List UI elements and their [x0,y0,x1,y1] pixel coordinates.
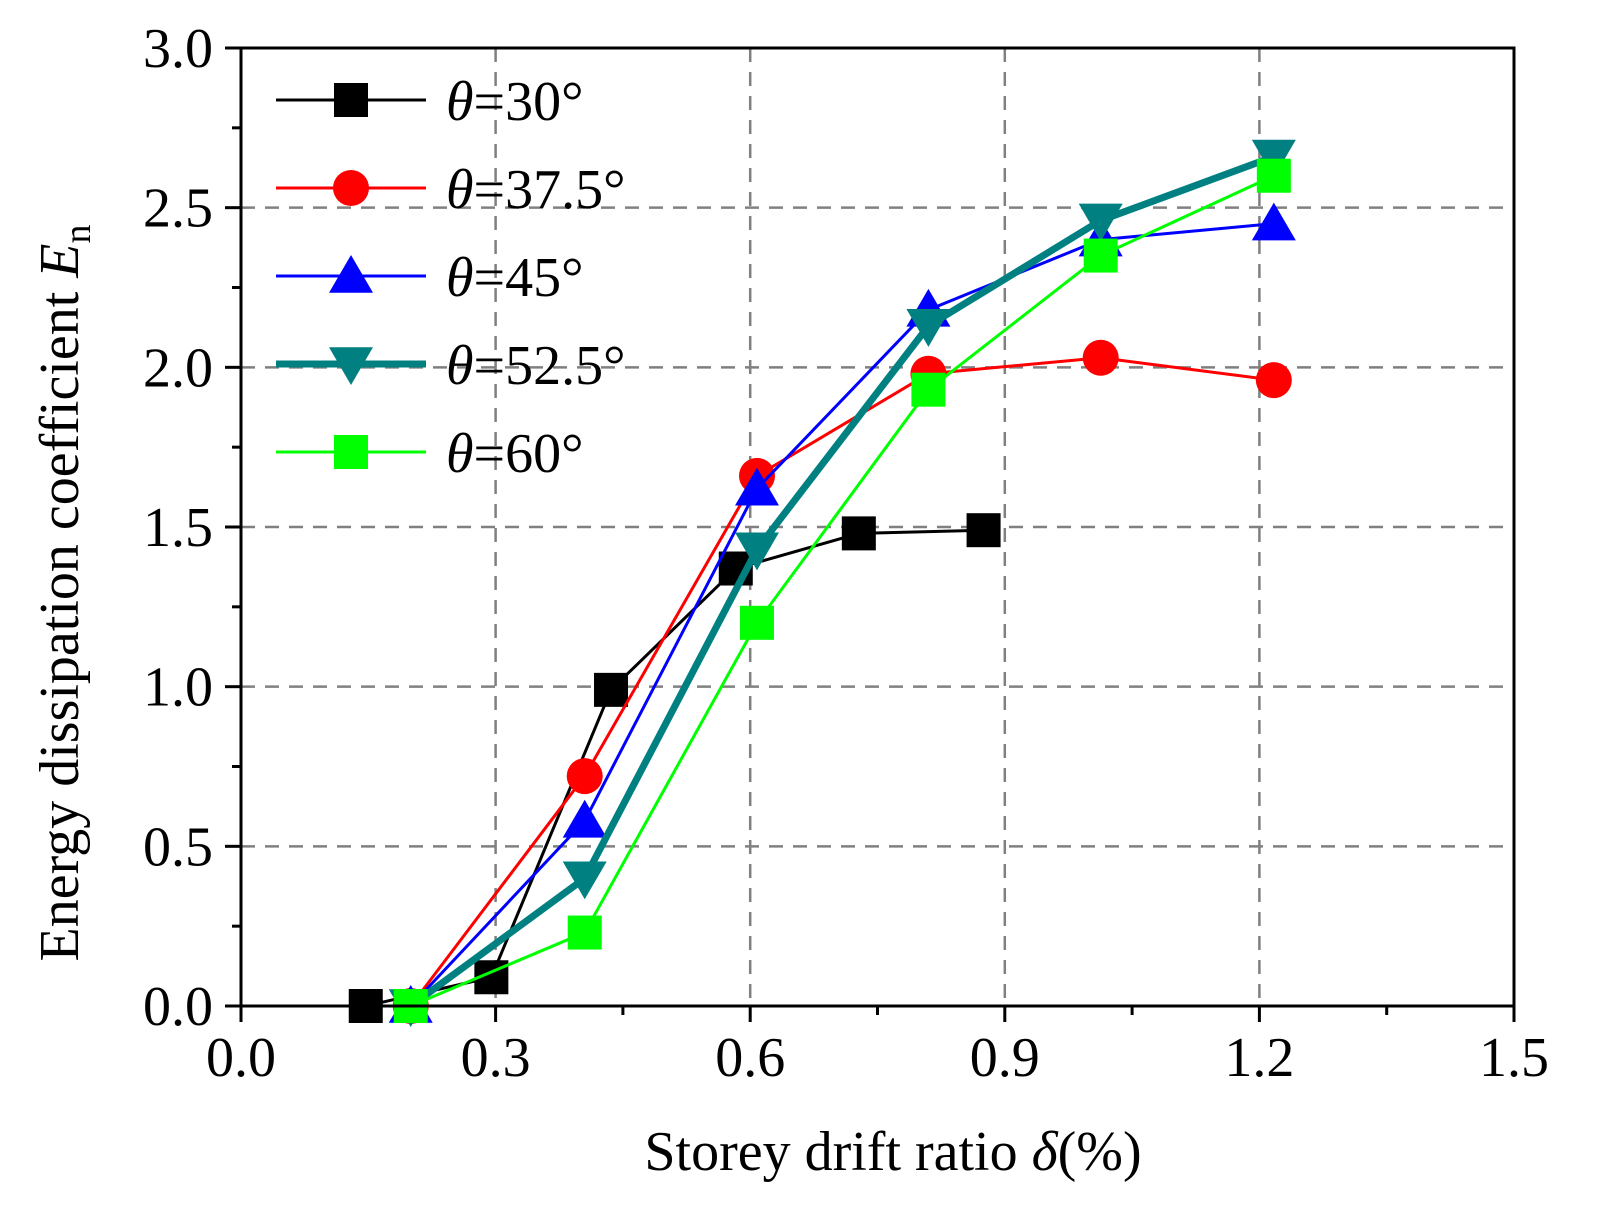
x-tick-label-5: 1.5 [1479,1027,1549,1089]
y-tick-label-5: 2.5 [143,178,213,240]
legend: θ=30°θ=37.5°θ=45°θ=52.5°θ=60° [276,71,626,485]
y-tick-label-6: 3.0 [143,18,213,80]
series-line-1 [409,356,1275,1007]
legend-item-2: θ=45° [276,247,584,309]
x-tick-label-2: 0.6 [715,1027,785,1089]
series-3-point-1 [562,861,607,900]
legend-label-suffix-1: =37.5° [474,159,626,221]
series-1-point-5 [1255,362,1292,399]
x-axis-title-suffix: (%) [1058,1121,1142,1183]
legend-label-4: θ=60° [446,423,584,485]
legend-label-symbol-2: θ [446,247,474,309]
x-axis-title: Storey drift ratio δ(%) [644,1121,1141,1183]
series-4-point-5 [1256,158,1291,193]
series-4 [393,158,1291,1023]
x-tick-label-3: 0.9 [970,1027,1040,1089]
legend-marker-0 [334,83,368,117]
legend-marker-4 [334,435,368,469]
series-1-point-4 [1082,339,1119,376]
legend-label-suffix-4: =60° [474,423,584,485]
series-0-point-2 [594,672,629,707]
series-line-3 [408,153,1276,1009]
series-layer [348,139,1296,1027]
y-tick-label-4: 2.0 [143,337,213,399]
x-axis-title-symbol: δ [1032,1121,1059,1183]
legend-item-0: θ=30° [276,71,584,133]
x-tick-label-0: 0.0 [206,1027,276,1089]
series-3-point-4 [1078,203,1123,242]
series-line-4 [410,174,1275,1008]
x-tick-label-4: 1.2 [1224,1027,1294,1089]
series-2-point-2 [734,467,779,506]
legend-item-3: θ=52.5° [276,335,626,397]
axis-ticks [225,46,1516,1022]
series-0-point-4 [841,516,876,551]
legend-label-3: θ=52.5° [446,335,626,397]
series-3-point-2 [734,532,779,571]
legend-item-4: θ=60° [276,423,584,485]
series-4-point-2 [739,605,774,640]
series-2-point-1 [562,799,607,838]
legend-label-1: θ=37.5° [446,159,626,221]
series-4-point-4 [1083,238,1118,273]
tick-labels: 0.0 0.3 0.6 0.9 1.2 1.5 0.0 0.5 1.0 1.5 2.0 2.5 3.0 [143,18,1549,1089]
y-axis-title-prefix: Energy dissipation coefficient [29,278,91,962]
series-3-point-3 [906,309,951,347]
legend-item-1: θ=37.5° [276,159,626,221]
y-axis-title: Energy dissipation coefficient En [29,225,99,962]
series-4-point-3 [911,372,946,407]
legend-label-suffix-2: =45° [474,247,584,309]
legend-marker-2 [329,255,373,293]
legend-label-suffix-3: =52.5° [474,335,626,397]
x-axis-title-prefix: Storey drift ratio [644,1121,1031,1183]
y-tick-label-2: 1.0 [143,657,213,719]
legend-marker-3 [329,347,373,385]
x-tick-label-1: 0.3 [461,1027,531,1089]
series-3-point-5 [1251,139,1296,178]
legend-label-symbol-1: θ [446,159,474,221]
series-0-point-5 [966,513,1001,548]
series-4-point-1 [567,915,602,950]
legend-label-2: θ=45° [446,247,584,309]
y-tick-label-1: 0.5 [143,816,213,878]
legend-label-0: θ=30° [446,71,584,133]
legend-label-symbol-0: θ [446,71,474,133]
grid [241,48,1514,1006]
legend-label-symbol-4: θ [446,423,474,485]
y-axis-title-symbol: E [29,244,91,279]
y-tick-label-3: 1.5 [143,497,213,559]
series-line-2 [409,222,1274,1008]
y-axis-title-subscript: n [57,225,99,244]
legend-marker-1 [333,170,369,206]
legend-label-symbol-3: θ [446,335,474,397]
y-tick-label-0: 0.0 [143,976,213,1038]
series-1-point-1 [566,758,603,795]
legend-label-suffix-0: =30° [474,71,584,133]
series-2-point-5 [1251,202,1296,241]
